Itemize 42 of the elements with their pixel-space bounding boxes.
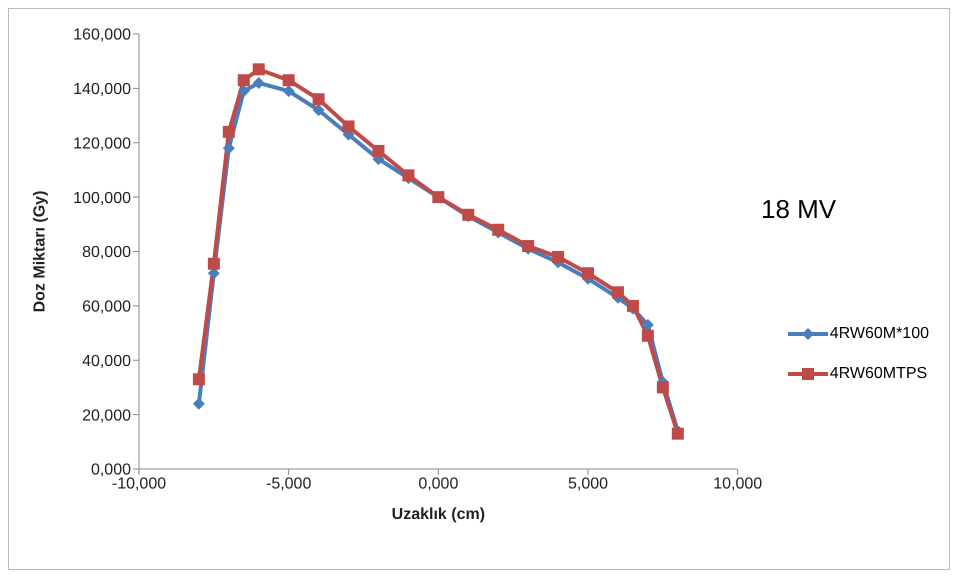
x-tick-label: -5,000: [266, 475, 312, 492]
point: [282, 74, 295, 86]
point: [222, 142, 235, 154]
point: [372, 144, 384, 157]
y-tick-label: 40,000: [82, 352, 132, 370]
point: [672, 428, 684, 440]
point: [612, 286, 624, 298]
point: [208, 258, 220, 270]
point: [402, 169, 414, 182]
y-tick-label: 160,000: [73, 26, 132, 44]
point: [642, 318, 654, 331]
point: [642, 330, 654, 342]
point: [252, 76, 265, 89]
point: [238, 74, 250, 86]
point: [192, 373, 205, 386]
point: [492, 224, 504, 236]
y-tick-label: 100,000: [73, 190, 132, 207]
point: [192, 398, 205, 410]
y-tick-label: 20,000: [82, 407, 132, 424]
legend-label: 4RW60MTPS: [830, 365, 928, 383]
point: [312, 93, 325, 106]
x-axis-title: Uzaklık (cm): [392, 506, 486, 523]
y-tick-label: 140,000: [73, 81, 132, 98]
x-tick-label: 0,000: [418, 475, 458, 492]
point: [582, 267, 594, 280]
point: [552, 250, 564, 263]
x-tick-label: 5,000: [568, 475, 608, 492]
y-tick-label: 120,000: [73, 135, 132, 152]
text: 18 MV: [761, 194, 836, 225]
point: [252, 63, 265, 76]
point: [282, 85, 295, 98]
point: [312, 104, 325, 116]
point: [656, 381, 669, 394]
point: [222, 126, 235, 138]
x-tick-label: 10,000: [713, 475, 762, 492]
point: [626, 300, 639, 312]
legend-label: 4RW60M*100: [830, 325, 929, 343]
point: [342, 120, 355, 132]
y-tick-label: 80,000: [82, 244, 132, 262]
y-tick-label: 60,000: [82, 298, 132, 316]
y-axis-title: Doz Miktarı (Gy): [32, 190, 49, 312]
point: [238, 85, 250, 98]
